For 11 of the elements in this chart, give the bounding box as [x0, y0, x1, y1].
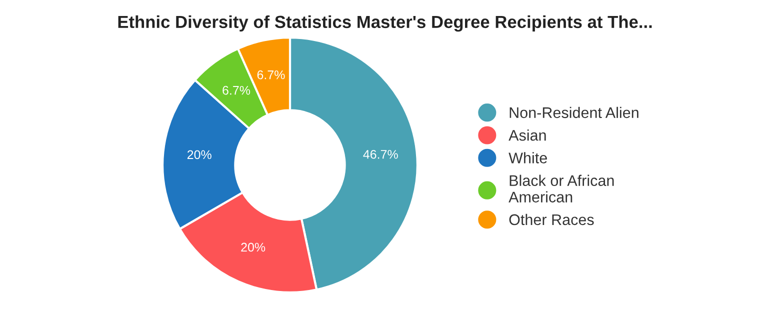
data-label: 20%	[187, 150, 212, 160]
legend-label: Asian	[508, 130, 546, 141]
chart-title: Ethnic Diversity of Statistics Master's Degree Recipients at The...	[118, 15, 652, 32]
data-label: 20%	[241, 242, 266, 252]
data-label: 6.7%	[222, 86, 250, 95]
data-label: 6.7%	[257, 70, 285, 80]
legend-label: Black or African American	[508, 174, 614, 202]
legend-label: White	[508, 152, 547, 164]
data-label: 46.7%	[363, 150, 398, 159]
legend-label: Non-Resident Alien	[510, 106, 638, 118]
legend-label: Other Races	[509, 214, 594, 226]
